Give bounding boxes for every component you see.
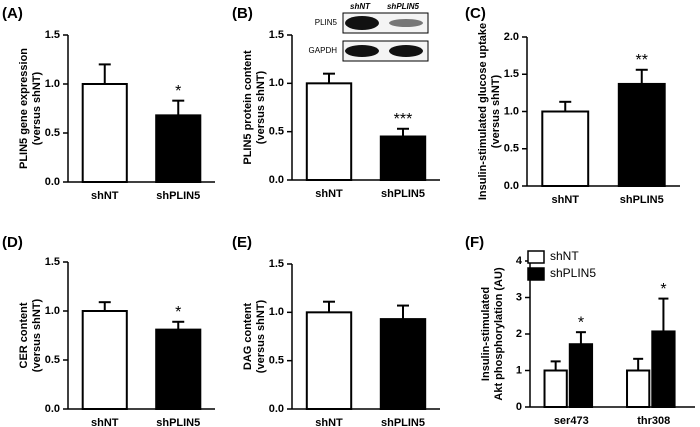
y-axis-label: PLIN5 gene expression	[18, 48, 30, 169]
y-tick-label: 2	[516, 328, 522, 340]
significance: **	[636, 52, 648, 69]
significance: *	[175, 304, 181, 321]
x-tick-label: shNT	[91, 190, 119, 202]
y-axis-label: Akt phosphorylation (AU)	[493, 267, 505, 401]
blot-band	[389, 19, 423, 27]
bar	[541, 110, 590, 187]
y-tick-label: 0.5	[269, 355, 284, 367]
legend-label: shNT	[550, 249, 579, 263]
bar	[626, 369, 651, 408]
panel-label: (D)	[2, 234, 23, 251]
bar	[379, 135, 427, 181]
y-tick-label: 1.5	[45, 29, 60, 41]
y-tick-label: 3	[516, 291, 522, 303]
bar	[617, 82, 666, 187]
y-tick-label: 1.5	[269, 258, 284, 270]
blot-column-label: shNT	[350, 2, 371, 11]
y-tick-label: 0.5	[45, 354, 60, 366]
y-axis-label: (versus shNT)	[490, 74, 502, 148]
blot-band	[345, 16, 379, 30]
x-tick-label: shPLIN5	[381, 188, 425, 200]
blot-band	[389, 45, 423, 57]
y-tick-label: 1.5	[504, 68, 519, 80]
x-tick-label: shPLIN5	[156, 417, 200, 427]
x-tick-label: shPLIN5	[620, 194, 664, 206]
x-tick-label: shNT	[91, 417, 119, 427]
y-tick-label: 1.0	[269, 77, 284, 89]
y-tick-label: 0.0	[504, 180, 519, 192]
bar	[81, 83, 128, 183]
y-axis-label: CER content	[18, 302, 30, 368]
y-tick-label: 1.0	[45, 305, 60, 317]
significance: *	[175, 83, 181, 100]
y-axis-label: DAG content	[242, 303, 254, 371]
bar	[651, 330, 676, 409]
y-tick-label: 1.0	[45, 78, 60, 90]
y-axis-label: PLIN5 protein content	[242, 50, 254, 165]
y-tick-label: 0.0	[269, 403, 284, 415]
bar	[543, 369, 568, 408]
bar	[155, 114, 202, 183]
y-axis-label: Insulin-stimulated glucose uptake	[477, 23, 489, 200]
y-tick-label: 2.0	[504, 31, 519, 43]
y-tick-label: 0.0	[269, 174, 284, 186]
blot-column-label: shPLIN5	[387, 2, 420, 11]
y-tick-label: 0	[516, 401, 522, 413]
blot-row-label: PLIN5	[315, 18, 338, 27]
significance: *	[660, 281, 666, 298]
y-axis-label: Insulin-stimulated	[480, 287, 492, 381]
x-tick-label: ser473	[554, 415, 589, 427]
panel-label: (F)	[465, 234, 484, 251]
y-tick-label: 1.5	[269, 29, 284, 41]
y-tick-label: 1.0	[269, 306, 284, 318]
y-tick-label: 1	[516, 364, 522, 376]
legend-swatch	[527, 267, 545, 281]
x-tick-label: shNT	[315, 417, 343, 427]
significance: *	[578, 314, 584, 331]
bar	[568, 343, 594, 408]
legend-label: shPLIN5	[550, 266, 596, 280]
blot-band	[345, 45, 379, 57]
panel-label: (A)	[2, 5, 23, 22]
legend-swatch	[527, 250, 545, 264]
bar	[305, 82, 353, 181]
bar	[155, 328, 202, 410]
x-tick-label: shNT	[315, 188, 343, 200]
y-tick-label: 0.5	[45, 127, 60, 139]
y-tick-label: 1.5	[45, 256, 60, 268]
panel-label: (E)	[232, 234, 252, 251]
blot-row-label: GAPDH	[309, 46, 338, 55]
y-tick-label: 0.0	[45, 403, 60, 415]
bar	[81, 310, 128, 410]
y-axis-label: (versus shNT)	[255, 70, 267, 144]
x-tick-label: shPLIN5	[156, 190, 200, 202]
bar	[305, 311, 353, 411]
y-axis-label: (versus shNT)	[255, 299, 267, 373]
x-tick-label: thr308	[637, 415, 670, 427]
y-axis-label: (versus shNT)	[31, 298, 43, 372]
y-tick-label: 1.0	[504, 105, 519, 117]
y-tick-label: 0.5	[504, 143, 519, 155]
significance: ***	[394, 111, 413, 128]
y-tick-label: 0.5	[269, 126, 284, 138]
y-tick-label: 0.0	[45, 176, 60, 188]
panel-label: (B)	[232, 5, 253, 22]
y-axis-label: (versus shNT)	[31, 71, 43, 145]
bar	[379, 318, 427, 411]
panel-label: (C)	[465, 5, 486, 22]
x-tick-label: shPLIN5	[381, 417, 425, 427]
y-tick-label: 4	[516, 255, 523, 267]
x-tick-label: shNT	[552, 194, 580, 206]
